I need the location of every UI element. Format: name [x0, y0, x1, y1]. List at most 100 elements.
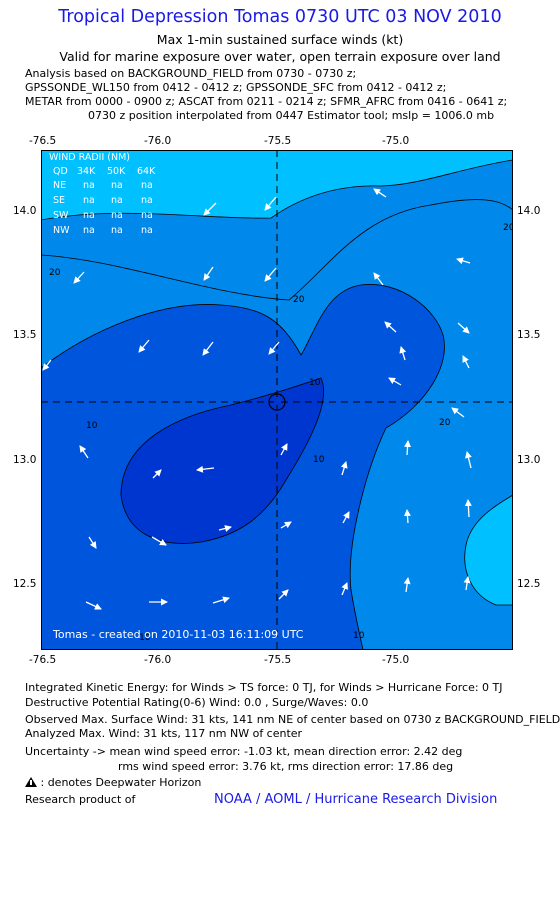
map-title: Tropical Depression Tomas 0730 UTC 03 NO…: [58, 7, 502, 27]
research-label: Research product of: [25, 793, 136, 806]
wind-vector-icon: [264, 196, 277, 211]
wind-vector-icon: [373, 188, 387, 198]
wind-vector-icon: [88, 536, 97, 549]
lon-tick-bottom: -75.0: [382, 654, 410, 666]
lon-tick-top: -75.0: [382, 135, 410, 147]
svg-text:na: na: [83, 225, 95, 236]
svg-text:50K: 50K: [107, 166, 126, 177]
lon-tick-bottom: -76.5: [29, 654, 57, 666]
svg-text:na: na: [111, 225, 123, 236]
contour-label: 10: [86, 421, 98, 431]
wind-vector-icon: [151, 536, 167, 546]
wind-vector-icon: [152, 469, 162, 479]
lat-tick-left: 14.0: [13, 205, 37, 217]
wind-vector-icon: [138, 339, 150, 353]
svg-text:SW: SW: [53, 210, 69, 221]
contour-label: 20: [439, 418, 451, 428]
lat-tick-left: 13.0: [13, 454, 37, 466]
wind-vector-icon: [73, 271, 85, 284]
svg-text:SE: SE: [53, 195, 65, 206]
svg-text:QD: QD: [53, 166, 68, 177]
contour-label: 10: [139, 633, 151, 643]
lat-tick-left: 13.5: [13, 329, 37, 341]
wind-vector-icon: [399, 346, 407, 361]
svg-text:34K: 34K: [77, 166, 96, 177]
analysis-line-2: GPSSONDE_WL150 from 0412 - 0412 z; GPSSO…: [25, 81, 447, 94]
wind-vector-icon: [463, 576, 471, 591]
wind-vector-icon: [404, 440, 412, 456]
wind-vector-icon: [451, 407, 465, 418]
contour-label: 10: [353, 631, 365, 641]
lat-tick-right: 13.5: [517, 329, 541, 341]
ike-line: Integrated Kinetic Energy: for Winds > T…: [25, 681, 503, 694]
svg-text:na: na: [141, 210, 153, 221]
map-subtitle-units: Max 1-min sustained surface winds (kt): [156, 32, 404, 47]
svg-text:na: na: [83, 195, 95, 206]
map-frame: [41, 150, 513, 650]
wind-vector-icon: [342, 511, 350, 524]
wind-vector-icon: [388, 377, 402, 386]
analysis-line-3: METAR from 0000 - 0900 z; ASCAT from 021…: [25, 95, 508, 108]
wind-vector-icon: [456, 257, 471, 265]
storm-center-icon: [268, 393, 286, 411]
contour-label: 20: [503, 223, 513, 233]
wind-vector-icon: [464, 499, 472, 518]
wind-vector-icon: [403, 509, 411, 524]
oil-rig-icon: [25, 777, 37, 787]
svg-text:na: na: [111, 210, 123, 221]
svg-text:NE: NE: [53, 180, 66, 191]
wind-vector-icon: [85, 601, 102, 610]
dpr-line: Destructive Potential Rating(0-6) Wind: …: [25, 696, 369, 709]
wind-vector-icon: [462, 355, 470, 369]
wind-vector-icon: [457, 322, 470, 334]
observed-max-line: Observed Max. Surface Wind: 31 kts, 141 …: [25, 713, 560, 726]
contour-label: 20: [49, 268, 61, 278]
wind-vector-icon: [42, 359, 52, 371]
deepwater-legend: : denotes Deepwater Horizon: [25, 776, 201, 789]
uncertainty-line-1: Uncertainty -> mean wind speed error: -1…: [25, 745, 463, 758]
lon-tick-top: -76.5: [29, 135, 57, 147]
aoml-credit: NOAA / AOML / Hurricane Research Divisio…: [214, 792, 498, 807]
analysis-line-1: Analysis based on BACKGROUND_FIELD from …: [25, 67, 357, 80]
wind-field-map: 20 20 20 20 10 10 10 10 10 WIND RADII (N…: [41, 150, 513, 650]
lat-tick-right: 12.5: [517, 578, 541, 590]
svg-text:na: na: [141, 180, 153, 191]
wind-vector-icon: [280, 443, 288, 456]
wind-vector-icon: [384, 321, 397, 333]
svg-text:na: na: [141, 195, 153, 206]
wind-vector-icon: [340, 461, 348, 476]
map-credit: Tomas - created on 2010-11-03 16:11:09 U…: [52, 628, 304, 641]
lat-tick-left: 12.5: [13, 578, 37, 590]
svg-text:NW: NW: [53, 225, 70, 236]
lon-tick-bottom: -75.5: [264, 654, 292, 666]
analysis-line-4: 0730 z position interpolated from 0447 E…: [88, 109, 495, 122]
wind-vector-icon: [218, 525, 232, 532]
map-subtitle-exposure: Valid for marine exposure over water, op…: [59, 49, 501, 64]
svg-text:na: na: [83, 180, 95, 191]
wind-vector-icon: [212, 596, 230, 604]
svg-text:na: na: [141, 225, 153, 236]
svg-text:na: na: [111, 195, 123, 206]
contour-label: 10: [313, 455, 325, 465]
wind-vector-icon: [264, 267, 277, 282]
svg-text:na: na: [111, 180, 123, 191]
lat-tick-right: 14.0: [517, 205, 541, 217]
svg-text:64K: 64K: [137, 166, 156, 177]
lon-tick-bottom: -76.0: [144, 654, 172, 666]
contour-label: 10: [309, 378, 321, 388]
lon-tick-top: -75.5: [264, 135, 292, 147]
contour-label: 20: [293, 295, 305, 305]
uncertainty-line-2: rms wind speed error: 3.76 kt, rms direc…: [118, 760, 454, 773]
band-core: [121, 378, 324, 544]
lon-tick-top: -76.0: [144, 135, 172, 147]
wind-vector-icon: [465, 451, 472, 469]
wind-vector-icon: [202, 341, 214, 356]
wind-vector-icon: [203, 266, 214, 281]
wind-vector-icon: [268, 341, 280, 355]
analyzed-max-line: Analyzed Max. Wind: 31 kts, 117 nm NW of…: [25, 727, 303, 740]
wind-vector-icon: [196, 465, 215, 473]
lat-tick-right: 13.0: [517, 454, 541, 466]
svg-text:na: na: [83, 210, 95, 221]
wind-radii-title: WIND RADII (NM): [49, 152, 130, 163]
wind-vector-icon: [203, 202, 217, 216]
